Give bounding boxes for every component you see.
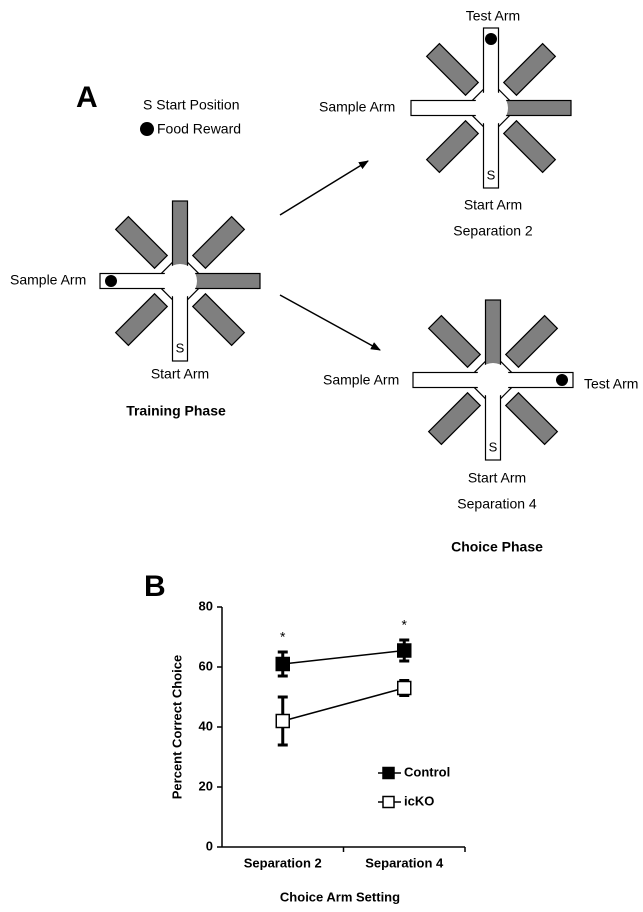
y-tick-label: 40 bbox=[199, 718, 213, 733]
legend-start: S Start Position bbox=[143, 97, 240, 113]
maze-hub bbox=[476, 363, 510, 397]
trial-name: Separation 2 bbox=[453, 223, 533, 239]
y-tick-label: 20 bbox=[199, 778, 213, 793]
legend-food: Food Reward bbox=[157, 121, 241, 137]
marker bbox=[398, 682, 411, 695]
panel-label: B bbox=[144, 570, 166, 603]
arm-label: Start Arm bbox=[151, 366, 209, 382]
maze-arm bbox=[429, 393, 481, 445]
legend-label: icKO bbox=[404, 793, 434, 808]
maze: S bbox=[100, 201, 260, 361]
maze-arm bbox=[413, 373, 481, 388]
x-axis-label: Choice Arm Setting bbox=[280, 889, 400, 904]
y-tick-label: 80 bbox=[199, 598, 213, 613]
series-line bbox=[283, 651, 405, 665]
arm-label: Start Arm bbox=[468, 470, 526, 486]
x-tick-label: Separation 4 bbox=[365, 855, 444, 870]
phase-title: Choice Phase bbox=[451, 539, 543, 555]
arm-label: Start Arm bbox=[464, 197, 522, 213]
legend-food-dot bbox=[140, 122, 154, 136]
maze-arm bbox=[193, 294, 245, 346]
page: {"panel_a": { "label": "A", "legend": {"… bbox=[0, 0, 643, 907]
y-tick-label: 60 bbox=[199, 658, 213, 673]
arm-label: Test Arm bbox=[466, 8, 520, 24]
maze-arm bbox=[504, 121, 556, 173]
x-tick-label: Separation 2 bbox=[244, 855, 322, 870]
food-reward bbox=[105, 275, 117, 287]
food-reward bbox=[556, 374, 568, 386]
maze-arm bbox=[193, 217, 245, 269]
maze-arm bbox=[503, 101, 571, 116]
maze-arm bbox=[116, 294, 168, 346]
panel-label: A bbox=[76, 81, 98, 114]
trial-name: Separation 4 bbox=[457, 496, 537, 512]
arrow bbox=[280, 295, 380, 350]
maze: S bbox=[411, 28, 571, 188]
maze-arm bbox=[486, 300, 501, 368]
start-marker: S bbox=[489, 439, 498, 454]
figure: A S Start Position Food Reward Sample Ar… bbox=[0, 0, 643, 907]
maze-hub bbox=[474, 91, 508, 125]
start-marker: S bbox=[487, 167, 496, 182]
arm-label: Sample Arm bbox=[10, 272, 86, 288]
legend-marker bbox=[383, 768, 394, 779]
arm-label: Sample Arm bbox=[323, 372, 399, 388]
y-axis-label: Percent Correct Choice bbox=[169, 655, 184, 800]
maze: S bbox=[413, 300, 573, 460]
marker bbox=[276, 715, 289, 728]
maze-hub bbox=[163, 264, 197, 298]
maze-arm bbox=[173, 201, 188, 269]
maze-arm bbox=[411, 101, 479, 116]
legend-label: Control bbox=[404, 764, 450, 779]
maze-arm bbox=[116, 217, 168, 269]
annotation: * bbox=[402, 617, 408, 633]
phase-title: Training Phase bbox=[126, 403, 226, 419]
maze-arm bbox=[506, 316, 558, 368]
maze-arm bbox=[427, 44, 479, 96]
marker bbox=[276, 658, 289, 671]
maze-arm bbox=[192, 274, 260, 289]
maze-arm bbox=[506, 393, 558, 445]
maze-arm bbox=[427, 121, 479, 173]
series-line bbox=[283, 688, 405, 721]
y-tick-label: 0 bbox=[206, 838, 213, 853]
maze-arm bbox=[429, 316, 481, 368]
food-reward bbox=[485, 33, 497, 45]
marker bbox=[398, 644, 411, 657]
maze-arm bbox=[504, 44, 556, 96]
annotation: * bbox=[280, 629, 286, 645]
legend-marker bbox=[383, 797, 394, 808]
arm-label: Sample Arm bbox=[319, 99, 395, 115]
start-marker: S bbox=[176, 340, 185, 355]
arrow bbox=[280, 161, 368, 215]
arm-label: Test Arm bbox=[584, 376, 638, 392]
